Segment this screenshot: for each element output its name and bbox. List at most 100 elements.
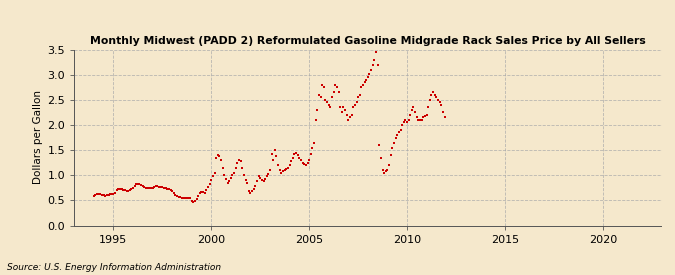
Point [271,154,282,158]
Point [429,93,440,97]
Point [305,152,316,156]
Point [317,82,327,87]
Point [377,168,388,172]
Point [253,174,264,178]
Point [382,168,393,172]
Text: Source: U.S. Energy Information Administration: Source: U.S. Energy Information Administ… [7,263,221,272]
Point [175,195,186,200]
Point [248,187,259,191]
Point [185,196,196,200]
Point [92,192,103,197]
Point [146,186,157,190]
Point [227,173,238,177]
Point [395,128,406,132]
Point [240,178,251,182]
Point [434,100,445,104]
Point [235,159,246,163]
Point [132,182,143,186]
Point [413,118,424,122]
Point [128,186,138,191]
Point [400,118,411,122]
Point [268,158,279,162]
Point [213,153,223,157]
Point [292,153,303,157]
Point [346,113,357,117]
Point [284,163,295,167]
Point [131,182,142,186]
Point [234,158,244,162]
Point [152,184,163,188]
Point [269,148,280,152]
Point [196,190,207,194]
Point [328,90,339,94]
Point [116,187,127,191]
Point [406,108,417,112]
Point [356,85,367,89]
Point [108,192,119,196]
Point [222,181,233,185]
Point [369,57,380,62]
Point [276,170,287,175]
Point [217,166,228,170]
Point [124,188,135,192]
Point [390,135,401,140]
Point [168,191,179,195]
Point [263,172,274,176]
Point [215,158,226,162]
Point [351,100,362,104]
Point [144,186,155,191]
Point [159,186,169,190]
Point [182,196,192,200]
Point [308,140,319,145]
Point [291,150,302,155]
Point [229,170,240,175]
Point [320,98,331,102]
Point [165,188,176,192]
Point [90,193,101,197]
Point [425,98,435,102]
Point [126,187,137,191]
Point [410,110,421,115]
Point [173,195,184,199]
Point [93,192,104,196]
Point [397,123,408,127]
Title: Monthly Midwest (PADD 2) Reformulated Gasoline Midgrade Rack Sales Price by All : Monthly Midwest (PADD 2) Reformulated Ga… [90,36,646,46]
Point [364,72,375,76]
Point [100,194,111,198]
Point [277,169,288,174]
Point [256,178,267,182]
Point [283,166,294,170]
Point [420,114,431,118]
Point [338,105,349,109]
Point [266,152,277,156]
Point [358,82,369,87]
Point [414,118,425,122]
Point [180,196,190,200]
Point [178,196,189,200]
Point [191,197,202,202]
Point [327,95,338,100]
Point [242,181,252,185]
Point [202,185,213,189]
Point [230,166,241,170]
Point [330,82,341,87]
Point [117,188,128,192]
Point [279,168,290,172]
Point [109,191,120,195]
Point [163,187,174,191]
Point [103,192,114,197]
Point [387,145,398,150]
Point [183,196,194,200]
Point [288,155,298,160]
Point [190,199,200,204]
Point [139,185,150,189]
Point [428,90,439,94]
Point [252,179,263,183]
Point [372,62,383,67]
Point [379,170,389,175]
Point [312,108,323,112]
Point [416,118,427,122]
Point [433,98,443,102]
Point [304,158,315,162]
Point [98,193,109,197]
